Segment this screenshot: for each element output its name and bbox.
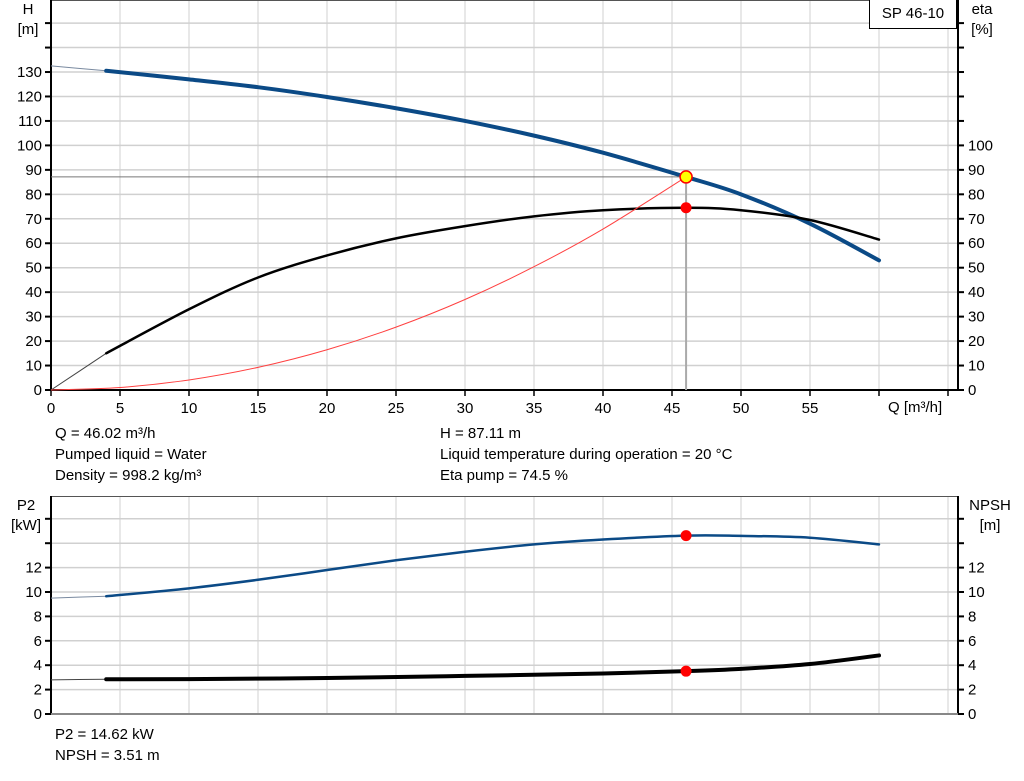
npsh-curve xyxy=(104,653,881,682)
npsh-axis-name: NPSH xyxy=(969,497,1011,514)
y-tick-label: 50 xyxy=(25,260,42,277)
pump-model-label: SP 46-10 xyxy=(869,0,957,29)
p2-axis-unit: [kW] xyxy=(11,517,41,534)
y2-tick-label: 4 xyxy=(968,657,976,674)
y-tick-label: 8 xyxy=(34,608,42,625)
y-tick-label: 2 xyxy=(34,682,42,699)
y2-tick-label: 20 xyxy=(968,333,985,350)
y-tick-label: 4 xyxy=(34,657,42,674)
npsh-axis-unit: [m] xyxy=(979,517,1001,534)
x-tick-label: 0 xyxy=(47,400,55,417)
eta-axis-label: eta [%] xyxy=(962,0,1002,40)
head-curve-extrapolated xyxy=(50,65,107,72)
y2-tick-label: 2 xyxy=(968,682,976,699)
y-tick-label: 20 xyxy=(25,333,42,350)
y2-tick-label: 60 xyxy=(968,235,985,252)
y2-tick-label: 30 xyxy=(968,309,985,326)
npsh-curve-extrapolated xyxy=(50,678,107,681)
info-h: H = 87.11 m xyxy=(440,425,522,442)
y-tick-label: 0 xyxy=(34,706,42,723)
p2-axis-label: P2 [kW] xyxy=(6,496,46,536)
y-tick-label: 10 xyxy=(25,358,42,375)
y2-tick-label: 70 xyxy=(968,211,985,228)
info-npsh: NPSH = 3.51 m xyxy=(55,747,160,764)
x-tick-label: 10 xyxy=(181,400,198,417)
y-tick-label: 30 xyxy=(25,309,42,326)
y2-tick-label: 50 xyxy=(968,260,985,277)
x-tick-label: 15 xyxy=(250,400,267,417)
info-eta: Eta pump = 74.5 % xyxy=(440,467,568,484)
h-axis-name: H xyxy=(22,1,34,18)
p2-duty-marker xyxy=(680,530,692,542)
y2-tick-label: 6 xyxy=(968,633,976,650)
y2-tick-label: 100 xyxy=(968,137,993,154)
y-tick-label: 70 xyxy=(25,211,42,228)
y2-tick-label: 0 xyxy=(968,706,976,723)
y-tick-label: 90 xyxy=(25,162,42,179)
x-tick-label: 30 xyxy=(457,400,474,417)
x-tick-label: 50 xyxy=(733,400,750,417)
y2-tick-label: 80 xyxy=(968,186,985,203)
y2-tick-label: 10 xyxy=(968,358,985,375)
y-tick-label: 10 xyxy=(25,584,42,601)
y-tick-label: 130 xyxy=(17,64,42,81)
duty-point-marker xyxy=(679,170,693,184)
y-tick-label: 12 xyxy=(25,560,42,577)
info-q: Q = 46.02 m³/h xyxy=(55,425,156,442)
eta-axis-name: eta xyxy=(971,1,993,18)
p2-axis-name: P2 xyxy=(16,497,36,514)
h-axis-label: H [m] xyxy=(10,0,46,40)
p2-curve xyxy=(104,534,881,598)
x-tick-label: 40 xyxy=(595,400,612,417)
y2-tick-label: 40 xyxy=(968,284,985,301)
head-curve xyxy=(104,68,881,263)
x-tick-label: 25 xyxy=(388,400,405,417)
x-tick-label: 5 xyxy=(116,400,124,417)
eta-duty-marker xyxy=(680,202,692,214)
x-tick-label: 55 xyxy=(802,400,819,417)
h-axis-unit: [m] xyxy=(17,21,39,38)
y2-tick-label: 90 xyxy=(968,162,985,179)
y-tick-label: 0 xyxy=(34,382,42,399)
info-density: Density = 998.2 kg/m³ xyxy=(55,467,202,484)
y-tick-label: 100 xyxy=(17,137,42,154)
y-tick-label: 40 xyxy=(25,284,42,301)
y-tick-label: 60 xyxy=(25,235,42,252)
y2-tick-label: 12 xyxy=(968,560,985,577)
npsh-duty-marker xyxy=(680,665,692,677)
y2-tick-label: 8 xyxy=(968,608,976,625)
x-tick-label: 20 xyxy=(319,400,336,417)
info-p2: P2 = 14.62 kW xyxy=(55,726,154,743)
p2-curve-extrapolated xyxy=(50,595,107,599)
npsh-axis-label: NPSH [m] xyxy=(964,496,1016,536)
y2-tick-label: 10 xyxy=(968,584,985,601)
q-axis-label: Q [m³/h] xyxy=(888,399,943,416)
y-tick-label: 110 xyxy=(18,113,42,130)
y2-tick-label: 0 xyxy=(968,382,976,399)
info-liquid: Pumped liquid = Water xyxy=(55,446,207,463)
system-curve xyxy=(50,176,687,391)
y-tick-label: 120 xyxy=(17,88,42,105)
x-tick-label: 35 xyxy=(526,400,543,417)
eta-curve-extrapolated xyxy=(50,352,107,391)
y-tick-label: 6 xyxy=(34,633,42,650)
eta-curve xyxy=(104,206,881,355)
info-temp: Liquid temperature during operation = 20… xyxy=(440,446,733,463)
eta-axis-unit: [%] xyxy=(971,21,993,38)
x-tick-label: 45 xyxy=(664,400,681,417)
y-tick-label: 80 xyxy=(25,186,42,203)
